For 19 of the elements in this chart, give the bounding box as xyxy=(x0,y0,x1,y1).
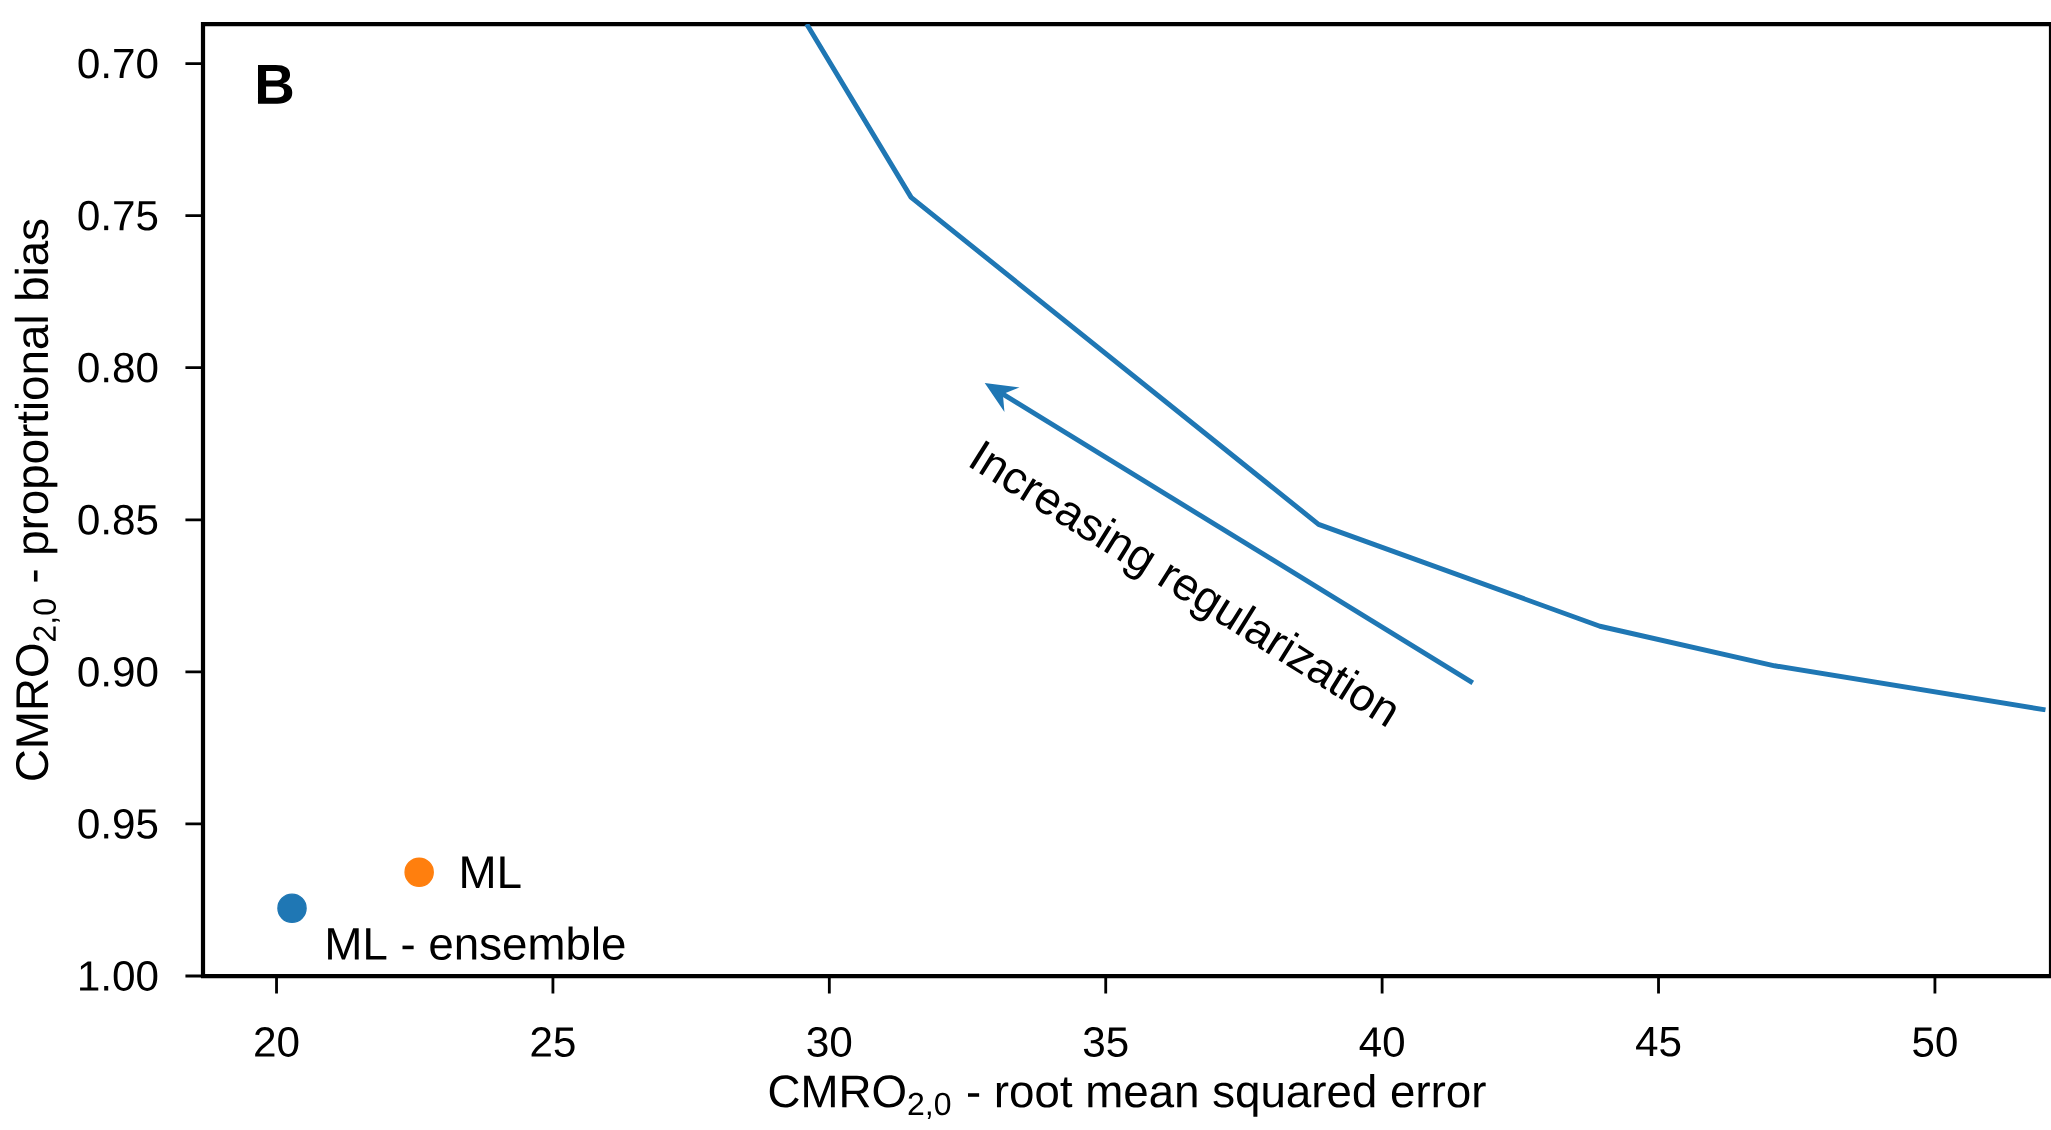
y-tick-label: 1.00 xyxy=(80,961,158,991)
y-tick-label: 0.70 xyxy=(78,48,158,79)
x-tick-label: 40 xyxy=(1359,1027,1404,1057)
y-tick-label: 0.75 xyxy=(78,200,158,231)
x-axis-title: CMRO$_{2,0}$ - root mean squared error xyxy=(769,1074,1486,1120)
x-tick-label: 30 xyxy=(807,1027,852,1057)
y-tick-label: 0.85 xyxy=(78,504,158,535)
legend-label: ML - ensemble xyxy=(328,926,625,961)
y-axis-title: CMRO$_{2,0}$ - proportional bias xyxy=(14,219,60,780)
x-tick-label: 50 xyxy=(1913,1027,1957,1057)
x-tick-label: 35 xyxy=(1083,1027,1128,1057)
x-tick-label: 25 xyxy=(531,1027,575,1057)
legend-label: ML xyxy=(462,856,521,889)
y-tick-label: 0.80 xyxy=(78,352,158,383)
x-tick-label: 45 xyxy=(1636,1027,1681,1057)
y-tick-label: 0.90 xyxy=(78,656,158,687)
x-tick-label: 20 xyxy=(255,1027,299,1057)
annotation: B xyxy=(257,64,293,104)
y-tick-label: 0.95 xyxy=(78,809,158,839)
